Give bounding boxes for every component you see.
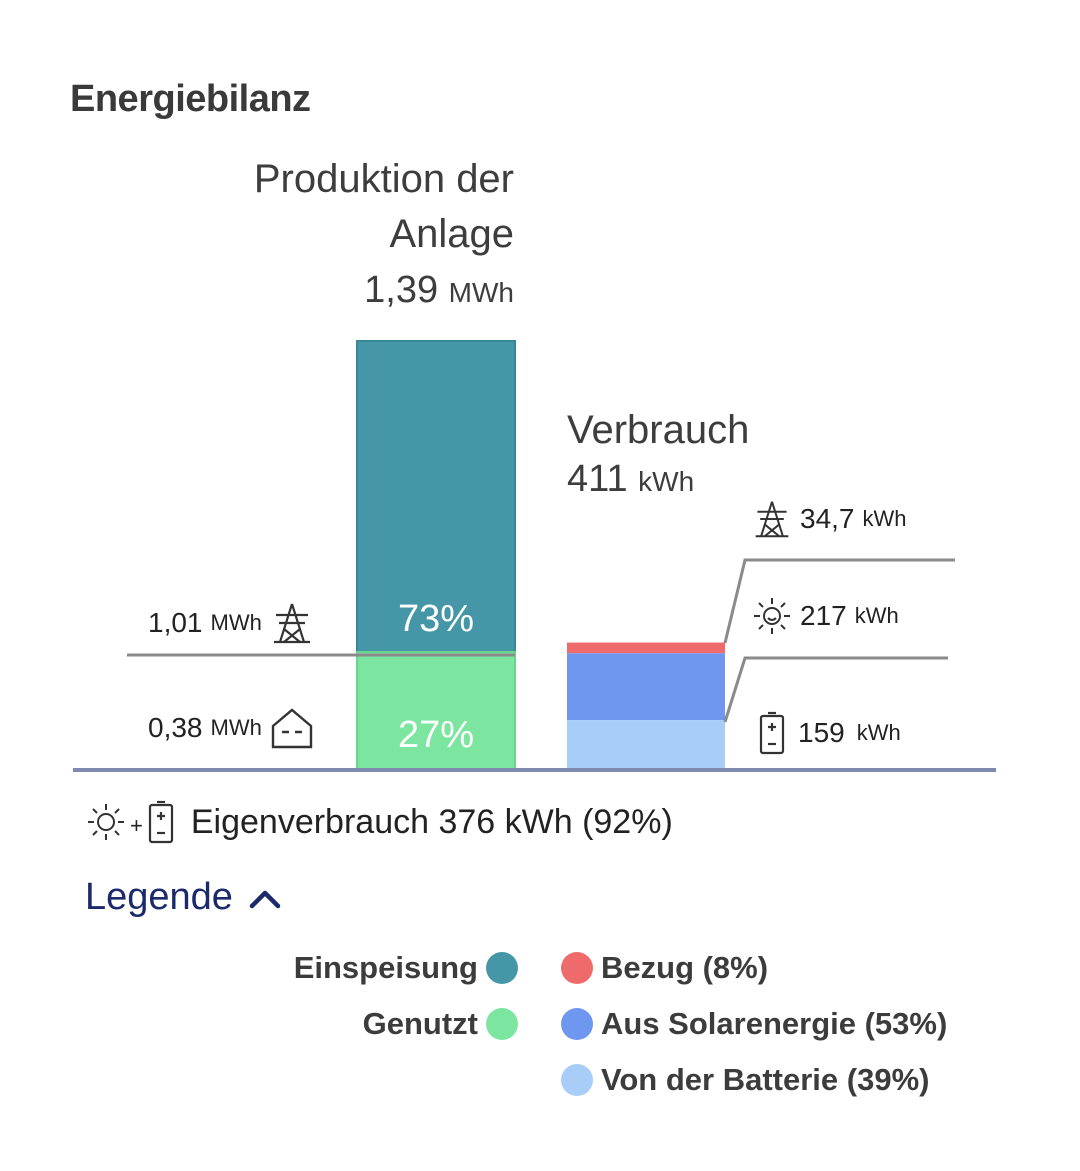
production-unit: MWh: [448, 277, 514, 308]
battery-icon: [148, 800, 173, 844]
production-label-line1: Produktion der: [253, 157, 514, 201]
chevron-up-icon: [249, 890, 281, 908]
bar-segment-von-der-batterie: [567, 720, 725, 769]
legend-label: Bezug (8%): [601, 950, 769, 985]
consumption-heading: Verbrauch 411 kWh: [567, 405, 749, 502]
consumption-unit: kWh: [638, 466, 695, 497]
consumption-label: Verbrauch: [567, 408, 750, 452]
self-consumption-text: Eigenverbrauch 376 kWh (92%): [190, 802, 673, 841]
grid-unit: kWh: [862, 506, 907, 531]
solar-value: 217: [800, 600, 847, 631]
battery-icon: [759, 711, 785, 755]
self-consumption-plus: +: [130, 813, 143, 838]
grid-value: 34,7: [800, 503, 855, 534]
feed-in-value: 1,01: [148, 607, 203, 638]
power-tower-icon: [755, 501, 789, 538]
legend-dot: [486, 952, 518, 984]
pct-label-genutzt: 27%: [397, 714, 475, 756]
solar-label: 217 kWh: [752, 596, 899, 636]
energy-balance-chart: [73, 340, 996, 772]
production-total: 1,39 MWh: [150, 270, 514, 313]
used-label: 0,38 MWh: [148, 706, 314, 750]
grid-label: 34,7 kWh: [752, 497, 907, 541]
legend-label: Aus Solarenergie (53%): [601, 1006, 948, 1041]
power-tower-icon: [273, 603, 310, 644]
bar-segment-genutzt: [356, 650, 516, 770]
legend-item-von-der-batterie: Von der Batterie (39%): [561, 1062, 947, 1098]
used-unit: MWh: [210, 715, 262, 740]
house-icon: [271, 708, 313, 749]
legend-item-bezug: Bezug (8%): [561, 950, 947, 986]
grid-connector-line: [723, 558, 955, 644]
legend-title: Legende: [85, 876, 233, 918]
battery-unit: kWh: [856, 720, 901, 745]
feed-in-unit: MWh: [210, 610, 262, 635]
legend-left-column: Einspeisung Genutzt: [294, 950, 518, 1042]
legend-label: Einspeisung: [293, 950, 478, 985]
legend-dot: [486, 1008, 518, 1040]
battery-value: 159: [798, 717, 845, 748]
legend-label: Von der Batterie (39%): [601, 1062, 930, 1097]
legend-item-genutzt: Genutzt: [363, 1006, 518, 1042]
legend-dot: [561, 1008, 593, 1040]
production-label-line2: Anlage: [389, 212, 514, 256]
consumption-total: 411 kWh: [567, 459, 749, 502]
legend-toggle[interactable]: Legende: [85, 876, 281, 919]
consumption-value: 411: [567, 458, 628, 500]
legend-item-aus-solarenergie: Aus Solarenergie (53%): [561, 1006, 947, 1042]
battery-label: 159 kWh: [758, 711, 901, 755]
pct-label-einspeisung: 73%: [397, 598, 475, 640]
legend-dot: [561, 1064, 593, 1096]
legend-label: Genutzt: [362, 1006, 478, 1041]
legend-item-einspeisung: Einspeisung: [294, 950, 518, 986]
feed-in-label: 1,01 MWh: [148, 601, 314, 645]
solar-unit: kWh: [854, 603, 899, 628]
legend-right-column: Bezug (8%) Aus Solarenergie (53%) Von de…: [561, 950, 947, 1098]
sun-icon: [88, 804, 124, 840]
production-heading: Produktion der Anlage 1,39 MWh: [150, 152, 514, 313]
solar-connector-line: [723, 656, 948, 723]
self-consumption-row: + Eigenverbrauch 376 kWh (92%): [86, 800, 673, 844]
bar-segment-aus-solarenergie: [567, 653, 725, 721]
used-value: 0,38: [148, 712, 203, 743]
production-value: 1,39: [364, 269, 439, 311]
bar-segment-einspeisung: [356, 340, 516, 653]
page-title: Energiebilanz: [70, 78, 311, 120]
legend-dot: [561, 952, 593, 984]
sun-icon: [754, 598, 790, 634]
bar-segment-bezug: [567, 642, 725, 654]
